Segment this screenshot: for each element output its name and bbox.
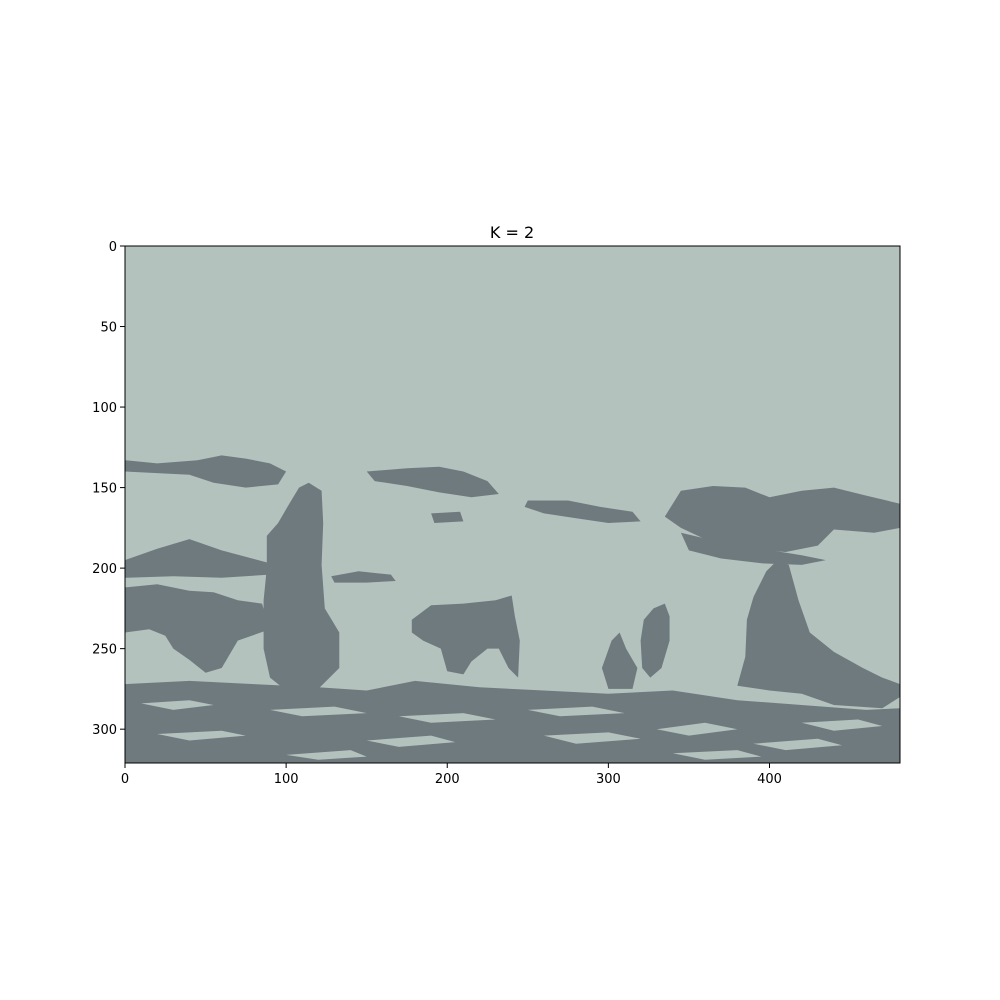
cluster-light-region-gap-10	[753, 738, 842, 751]
y-axis: 0 50 100 150 200 250 300	[92, 240, 125, 738]
cluster-dark-region-right-stack	[737, 560, 900, 709]
cluster-dark-region-small-stack-1	[601, 632, 638, 689]
cluster-light-region-gap-11	[286, 750, 367, 760]
cluster-dark-region-mid-cloud	[366, 466, 499, 498]
y-tick-label: 300	[92, 723, 117, 738]
x-tick-label: 0	[121, 772, 129, 787]
cluster-dark-region-center-streak	[524, 500, 641, 523]
cluster-light-region-gap-8	[366, 735, 456, 747]
cluster-dark-region-left-clouds	[125, 455, 287, 488]
cluster-dark-region-center-rock	[411, 595, 520, 678]
cluster-light-region-gap-2	[270, 706, 367, 717]
y-tick-label: 200	[92, 562, 117, 577]
x-tick-label: 200	[435, 772, 460, 787]
cluster-dark-region-right-clouds-upper	[664, 486, 900, 552]
x-tick-label: 400	[757, 772, 782, 787]
cluster-light-region-gap-4	[527, 706, 625, 717]
cluster-dark-region-mid-cloud-small	[431, 511, 464, 523]
cluster-light-region-gap-1	[141, 700, 214, 710]
y-tick-label: 150	[92, 482, 117, 497]
cluster-dark-region-right-clouds-lower	[680, 532, 826, 565]
y-tick-label: 0	[109, 240, 117, 255]
cluster-light-region-gap-6	[801, 719, 883, 731]
cluster-dark-region-foreground-band	[125, 680, 900, 763]
plot-frame	[124, 245, 901, 764]
cluster-light-region-gap-3	[398, 713, 496, 723]
cluster-dark-region-small-stack-2	[640, 603, 670, 678]
cluster-light-region-gap-9	[543, 732, 641, 744]
y-tick-label: 100	[92, 401, 117, 416]
cluster-dark-region-left-rocks	[125, 584, 270, 673]
x-tick-label: 100	[274, 772, 299, 787]
cluster-dark-region-tall-stack	[263, 482, 340, 691]
x-axis: 0 100 200 300 400	[121, 763, 782, 787]
cluster-dark-region-mid-horizon-dash	[331, 571, 396, 583]
cluster-light-region-gap-5	[656, 722, 738, 736]
cluster-image	[125, 246, 900, 763]
chart-title: K = 2	[490, 223, 534, 242]
cluster-dark-region-left-horizon-band	[125, 539, 270, 578]
x-tick-label: 300	[596, 772, 621, 787]
y-tick-label: 50	[100, 321, 117, 336]
cluster-light-region-gap-7	[157, 730, 246, 741]
cluster-light-region-gap-12	[672, 750, 762, 760]
y-tick-label: 250	[92, 643, 117, 658]
